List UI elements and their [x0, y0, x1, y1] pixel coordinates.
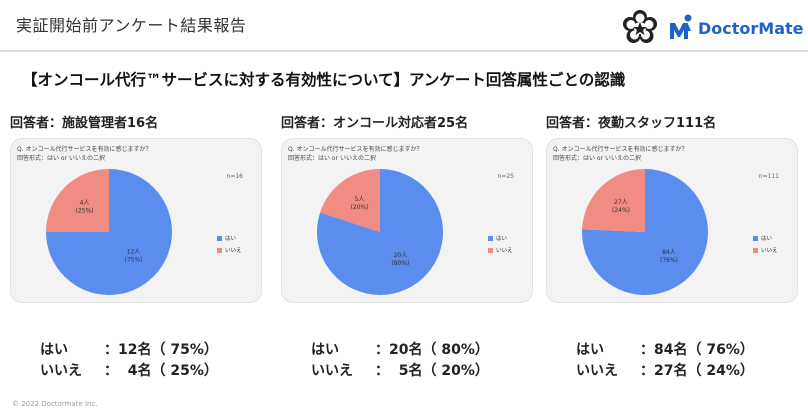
pie-chart: 20人(80%) 5人(20%) — [317, 169, 443, 295]
summary-value: ：20名（ 80%） — [375, 342, 489, 358]
summary-row-no: いいえ ：27名（ 24%） — [576, 361, 754, 382]
group-label: 回答者：オンコール対応者25名 — [281, 116, 469, 131]
summary-key: はい — [40, 342, 68, 358]
pie-chart: 12人(75%) 4人(25%) — [46, 169, 172, 295]
slice-label-no: 27人(24%) — [612, 199, 630, 214]
main-title: 【オンコール代行™サービスに対する有効性について】アンケート回答属性ごとの認識 — [22, 71, 626, 89]
summary-value: ：84名（ 76%） — [640, 342, 754, 358]
summary-value: ：12名（ 75%） — [104, 342, 218, 358]
chart-legend: はい いいえ — [488, 232, 513, 256]
flower-icon — [623, 10, 657, 43]
panel-night-staff: 回答者：夜勤スタッフ111名 Q. オンコール代行サービスを有効に感じますか？ … — [546, 112, 808, 388]
summary-row-no: いいえ ： 5名（ 20%） — [311, 361, 489, 382]
legend-item-yes: はい — [488, 232, 513, 244]
slice-label-no: 5人(20%) — [351, 196, 369, 211]
copyright-footer: © 2022 Doctormate Inc. — [12, 400, 98, 408]
group-label: 回答者：施設管理者16名 — [10, 116, 159, 131]
header: 実証開始前アンケート結果報告 — [0, 0, 808, 52]
summary-key: はい — [576, 342, 604, 358]
summary-row-yes: はい ：20名（ 80%） — [311, 340, 489, 361]
summary-row-yes: はい ：84名（ 76%） — [576, 340, 754, 361]
sample-size-label: n=25 — [497, 173, 514, 180]
question-text: Q. オンコール代行サービスを有効に感じますか？ — [288, 146, 423, 153]
legend-label: はい — [225, 236, 237, 242]
legend-item-no: いいえ — [753, 244, 778, 256]
summary-value: ： 4名（ 25%） — [104, 363, 218, 379]
sample-size-label: n=16 — [226, 173, 243, 180]
summary-row-no: いいえ ： 4名（ 25%） — [40, 361, 218, 382]
pie-chart-card: Q. オンコール代行サービスを有効に感じますか？ 回答形式：はい or いいえの… — [546, 138, 798, 303]
summary-text: はい ：12名（ 75%） いいえ ： 4名（ 25%） — [40, 340, 218, 382]
slice-label-yes: 84人(76%) — [660, 249, 678, 264]
doctormate-logo: DoctorMate — [622, 8, 804, 48]
doctormate-icon — [670, 14, 692, 39]
summary-text: はい ：84名（ 76%） いいえ ：27名（ 24%） — [576, 340, 754, 382]
legend-label: はい — [761, 236, 773, 242]
legend-swatch-no — [488, 247, 493, 253]
pie-slice-no — [582, 169, 645, 232]
pie-slice-no — [320, 169, 380, 232]
summary-value: ：27名（ 24%） — [640, 363, 754, 379]
chart-legend: はい いいえ — [217, 232, 242, 256]
pie-chart: 84人(76%) 27人(24%) — [582, 169, 708, 295]
header-divider — [0, 50, 808, 52]
slice-label-no: 4人(25%) — [75, 200, 93, 215]
answer-format-text: 回答形式：はい or いいえの二択 — [288, 155, 376, 162]
chart-legend: はい いいえ — [753, 232, 778, 256]
brand-name: DoctorMate — [698, 19, 804, 38]
question-text: Q. オンコール代行サービスを有効に感じますか？ — [17, 146, 152, 153]
pie-chart-card: Q. オンコール代行サービスを有効に感じますか？ 回答形式：はい or いいえの… — [10, 138, 262, 303]
legend-item-yes: はい — [753, 232, 778, 244]
pie-slice-no — [46, 169, 109, 232]
legend-item-no: いいえ — [488, 244, 513, 256]
group-label: 回答者：夜勤スタッフ111名 — [546, 116, 717, 131]
legend-label: いいえ — [496, 248, 513, 254]
legend-label: いいえ — [761, 248, 778, 254]
slice-label-yes: 12人(75%) — [124, 249, 142, 264]
slice-label-yes: 20人(80%) — [391, 252, 409, 267]
summary-key: いいえ — [311, 363, 353, 379]
summary-text: はい ：20名（ 80%） いいえ ： 5名（ 20%） — [311, 340, 489, 382]
summary-key: いいえ — [40, 363, 82, 379]
answer-format-text: 回答形式：はい or いいえの二択 — [17, 155, 105, 162]
legend-swatch-yes — [217, 235, 222, 241]
report-title: 実証開始前アンケート結果報告 — [16, 16, 247, 35]
panel-facility-managers: 回答者：施設管理者16名 Q. オンコール代行サービスを有効に感じますか？ 回答… — [10, 112, 272, 388]
legend-swatch-yes — [488, 235, 493, 241]
summary-row-yes: はい ：12名（ 75%） — [40, 340, 218, 361]
summary-value: ： 5名（ 20%） — [375, 363, 489, 379]
legend-swatch-no — [753, 247, 758, 253]
legend-item-yes: はい — [217, 232, 242, 244]
summary-key: いいえ — [576, 363, 618, 379]
pie-chart-card: Q. オンコール代行サービスを有効に感じますか？ 回答形式：はい or いいえの… — [281, 138, 533, 303]
sample-size-label: n=111 — [758, 173, 779, 180]
legend-swatch-yes — [753, 235, 758, 241]
question-text: Q. オンコール代行サービスを有効に感じますか？ — [553, 146, 688, 153]
summary-key: はい — [311, 342, 339, 358]
panel-oncall-responders: 回答者：オンコール対応者25名 Q. オンコール代行サービスを有効に感じますか？… — [281, 112, 543, 388]
answer-format-text: 回答形式：はい or いいえの二択 — [553, 155, 641, 162]
legend-item-no: いいえ — [217, 244, 242, 256]
legend-label: はい — [496, 236, 508, 242]
legend-label: いいえ — [225, 248, 242, 254]
legend-swatch-no — [217, 247, 222, 253]
